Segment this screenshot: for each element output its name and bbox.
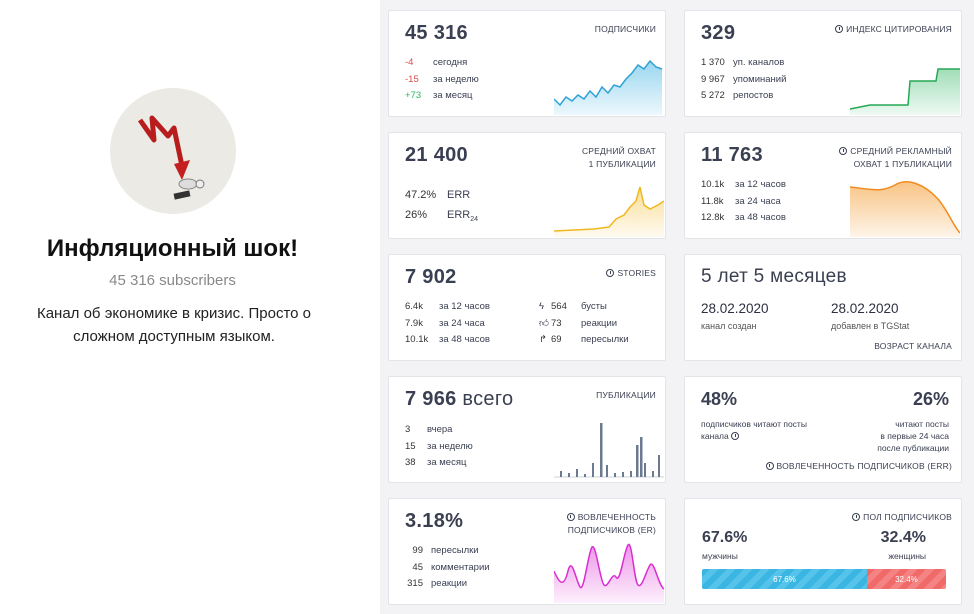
gender-label: ПОЛ ПОДПИСЧИКОВ bbox=[863, 512, 952, 522]
err-right-value: 26% bbox=[912, 389, 949, 409]
posts-value: 7 966 всего bbox=[405, 388, 514, 410]
posts-label: ПУБЛИКАЦИИ bbox=[596, 390, 656, 400]
list-item: 26% ERR24 bbox=[405, 209, 479, 224]
subscribers-label: ПОДПИСЧИКИ bbox=[594, 24, 656, 34]
list-item: 6.4k за 12 часов bbox=[405, 301, 490, 312]
posts-card[interactable]: 7 966 всего ПУБЛИКАЦИИ 3 вчера 15 за недел… bbox=[388, 376, 666, 483]
stories-card[interactable]: 7 902 STORIES 6.4k за 12 часов 7.9k за 24 … bbox=[388, 254, 666, 361]
subscribers-sparkline bbox=[554, 59, 663, 115]
average-reach-label: СРЕДНИЙ ОХВАТ 1 ПУБЛИКАЦИИ bbox=[581, 146, 656, 169]
list-item: 10.1k за 12 часов bbox=[701, 179, 786, 190]
citation-details: 1 370 уп. каналов 9 967 упоминаний 5 272 ре… bbox=[701, 55, 786, 105]
created-date-block: 28.02.2020 канал создан bbox=[701, 301, 769, 331]
subscribers-value: 45 316 bbox=[405, 22, 468, 44]
citation-index-card[interactable]: 329 ИНДЕКС ЦИТИРОВАНИЯ 1 370 уп. каналов … bbox=[684, 10, 962, 117]
added-date: 28.02.2020 bbox=[831, 301, 899, 316]
list-item: +73 за месяц bbox=[405, 90, 473, 101]
list-item: ϟ 564 бусты bbox=[539, 299, 629, 316]
added-date-block: 28.02.2020 добавлен в TGStat bbox=[831, 301, 909, 331]
help-icon[interactable] bbox=[731, 432, 740, 440]
info-icon[interactable] bbox=[566, 513, 575, 521]
male-bar-segment: 67.6% bbox=[702, 569, 867, 589]
list-item: 👍︎ 73 реакции bbox=[539, 316, 629, 333]
gender-card[interactable]: ПОЛ ПОДПИСЧИКОВ 67.6% мужчины 32.4% женщ… bbox=[684, 498, 962, 605]
list-item: 47.2% ERR bbox=[405, 189, 471, 201]
stories-label: STORIES bbox=[617, 268, 656, 278]
ad-reach-details: 10.1k за 12 часов 11.8k за 24 часа 12.8k за… bbox=[701, 177, 786, 227]
channel-description: Канал об экономике в кризис. Просто о сл… bbox=[36, 305, 312, 345]
subscribers-changes: -4 сегодня -15 за неделю +73 за месяц bbox=[405, 55, 479, 105]
list-item: 15 за неделю bbox=[405, 440, 473, 452]
ad-reach-curve bbox=[850, 181, 960, 237]
er-sparkline bbox=[554, 544, 664, 603]
list-item: -15 за неделю bbox=[405, 73, 479, 85]
gender-bar: 67.6% 32.4% bbox=[702, 569, 946, 589]
subscribers-card[interactable]: 45 316 ПОДПИСЧИКИ -4 сегодня -15 за неделю… bbox=[388, 10, 666, 117]
er-details: 99 пересылки 45 комментарии 315 реакции bbox=[405, 543, 490, 593]
stories-stats: ϟ 564 бусты 👍︎ 73 реакции ↱ 69 пересылки bbox=[539, 299, 629, 349]
info-icon[interactable] bbox=[835, 25, 844, 33]
list-item: 1 370 уп. каналов bbox=[701, 57, 785, 68]
female-value: 32.4% bbox=[880, 529, 926, 546]
thumb-icon: 👍︎ bbox=[539, 317, 549, 329]
channel-title: Инфляционный шок! bbox=[46, 235, 299, 262]
ad-reach-label: СРЕДНИЙ РЕКЛАМНЫЙ bbox=[850, 146, 952, 156]
male-value: 67.6% bbox=[702, 529, 748, 546]
list-item: 10.1k за 48 часов bbox=[405, 334, 490, 345]
list-item: 7.9k за 24 часа bbox=[405, 317, 485, 329]
info-icon[interactable] bbox=[606, 269, 615, 277]
list-item: 99 пересылки bbox=[412, 545, 479, 556]
list-item: 315 реакции bbox=[407, 578, 468, 589]
err-footer-label: ВОВЛЕЧЕННОСТЬ ПОДПИСЧИКОВ (ERR) bbox=[776, 461, 952, 471]
err-right-text: читают посты в первые 24 часа после публ… bbox=[877, 419, 949, 453]
err-left-value: 48% bbox=[701, 389, 738, 409]
created-label: канал создан bbox=[701, 321, 757, 331]
list-item: 45 комментарии bbox=[412, 561, 490, 573]
stats-grid: 45 316 ПОДПИСЧИКИ -4 сегодня -15 за неделю… bbox=[380, 0, 974, 614]
ad-reach-value: 11 763 bbox=[701, 144, 763, 166]
female-label: женщины bbox=[888, 551, 926, 561]
list-item: 5 272 репостов bbox=[701, 90, 774, 101]
channel-age-card[interactable]: 5 лет 5 месяцев 28.02.2020 канал создан … bbox=[684, 254, 962, 361]
forward-icon: ↱ bbox=[539, 334, 547, 345]
list-item: 3 вчера bbox=[405, 424, 453, 435]
list-item: 11.8k за 24 часа bbox=[701, 195, 781, 207]
posts-counts: 3 вчера 15 за неделю 38 за месяц bbox=[405, 422, 473, 472]
channel-avatar[interactable] bbox=[110, 88, 236, 214]
citation-index-label: ИНДЕКС ЦИТИРОВАНИЯ bbox=[846, 24, 952, 34]
citation-index-value: 329 bbox=[701, 22, 736, 44]
er-label: ВОВЛЕЧЕННОСТЬ bbox=[577, 512, 656, 522]
channel-info-panel: Инфляционный шок! 45 316 subscribers Кан… bbox=[0, 0, 380, 614]
boost-icon: ϟ bbox=[539, 301, 545, 312]
list-item: -4 сегодня bbox=[405, 57, 468, 68]
created-date: 28.02.2020 bbox=[701, 301, 769, 316]
list-item: ↱ 69 пересылки bbox=[539, 332, 629, 349]
er-engagement-card[interactable]: 3.18% ВОВЛЕЧЕННОСТЬ ПОДПИСЧИКОВ (ER) 99 пе… bbox=[388, 498, 666, 605]
list-item: 38 за месяц bbox=[405, 457, 467, 468]
average-reach-value: 21 400 bbox=[405, 144, 468, 166]
err-left-text: подписчиков читают посты канала bbox=[701, 419, 807, 441]
channel-age-value: 5 лет 5 месяцев bbox=[701, 266, 847, 287]
err-list: 47.2% ERR 26% ERR24 bbox=[405, 185, 478, 230]
list-item: 12.8k за 48 часов bbox=[701, 212, 786, 223]
female-bar-segment: 32.4% bbox=[866, 569, 946, 589]
info-icon[interactable] bbox=[765, 462, 774, 470]
err-engagement-card[interactable]: 48% подписчиков читают посты канала 26% … bbox=[684, 376, 962, 483]
stories-views: 6.4k за 12 часов 7.9k за 24 часа 10.1k за 4… bbox=[405, 299, 490, 349]
info-icon[interactable] bbox=[852, 513, 861, 521]
ad-reach-card[interactable]: 11 763 СРЕДНИЙ РЕКЛАМНЫЙ ОХВАТ 1 ПУБЛИКАЦ… bbox=[684, 132, 962, 239]
info-icon[interactable] bbox=[839, 147, 848, 155]
average-reach-card[interactable]: 21 400 СРЕДНИЙ ОХВАТ 1 ПУБЛИКАЦИИ 47.2% ER… bbox=[388, 132, 666, 239]
citation-sparkline bbox=[850, 68, 960, 115]
male-label: мужчины bbox=[702, 551, 738, 561]
posts-bar-chart bbox=[554, 423, 664, 478]
er-value: 3.18% bbox=[405, 510, 464, 532]
channel-subscriber-count: 45 316 subscribers bbox=[109, 272, 236, 289]
average-reach-sparkline bbox=[554, 186, 664, 237]
channel-age-label: ВОЗРАСТ КАНАЛА bbox=[874, 341, 952, 351]
list-item: 9 967 упоминаний bbox=[701, 73, 787, 85]
stories-value: 7 902 bbox=[405, 266, 457, 288]
added-label: добавлен в TGStat bbox=[831, 321, 910, 331]
